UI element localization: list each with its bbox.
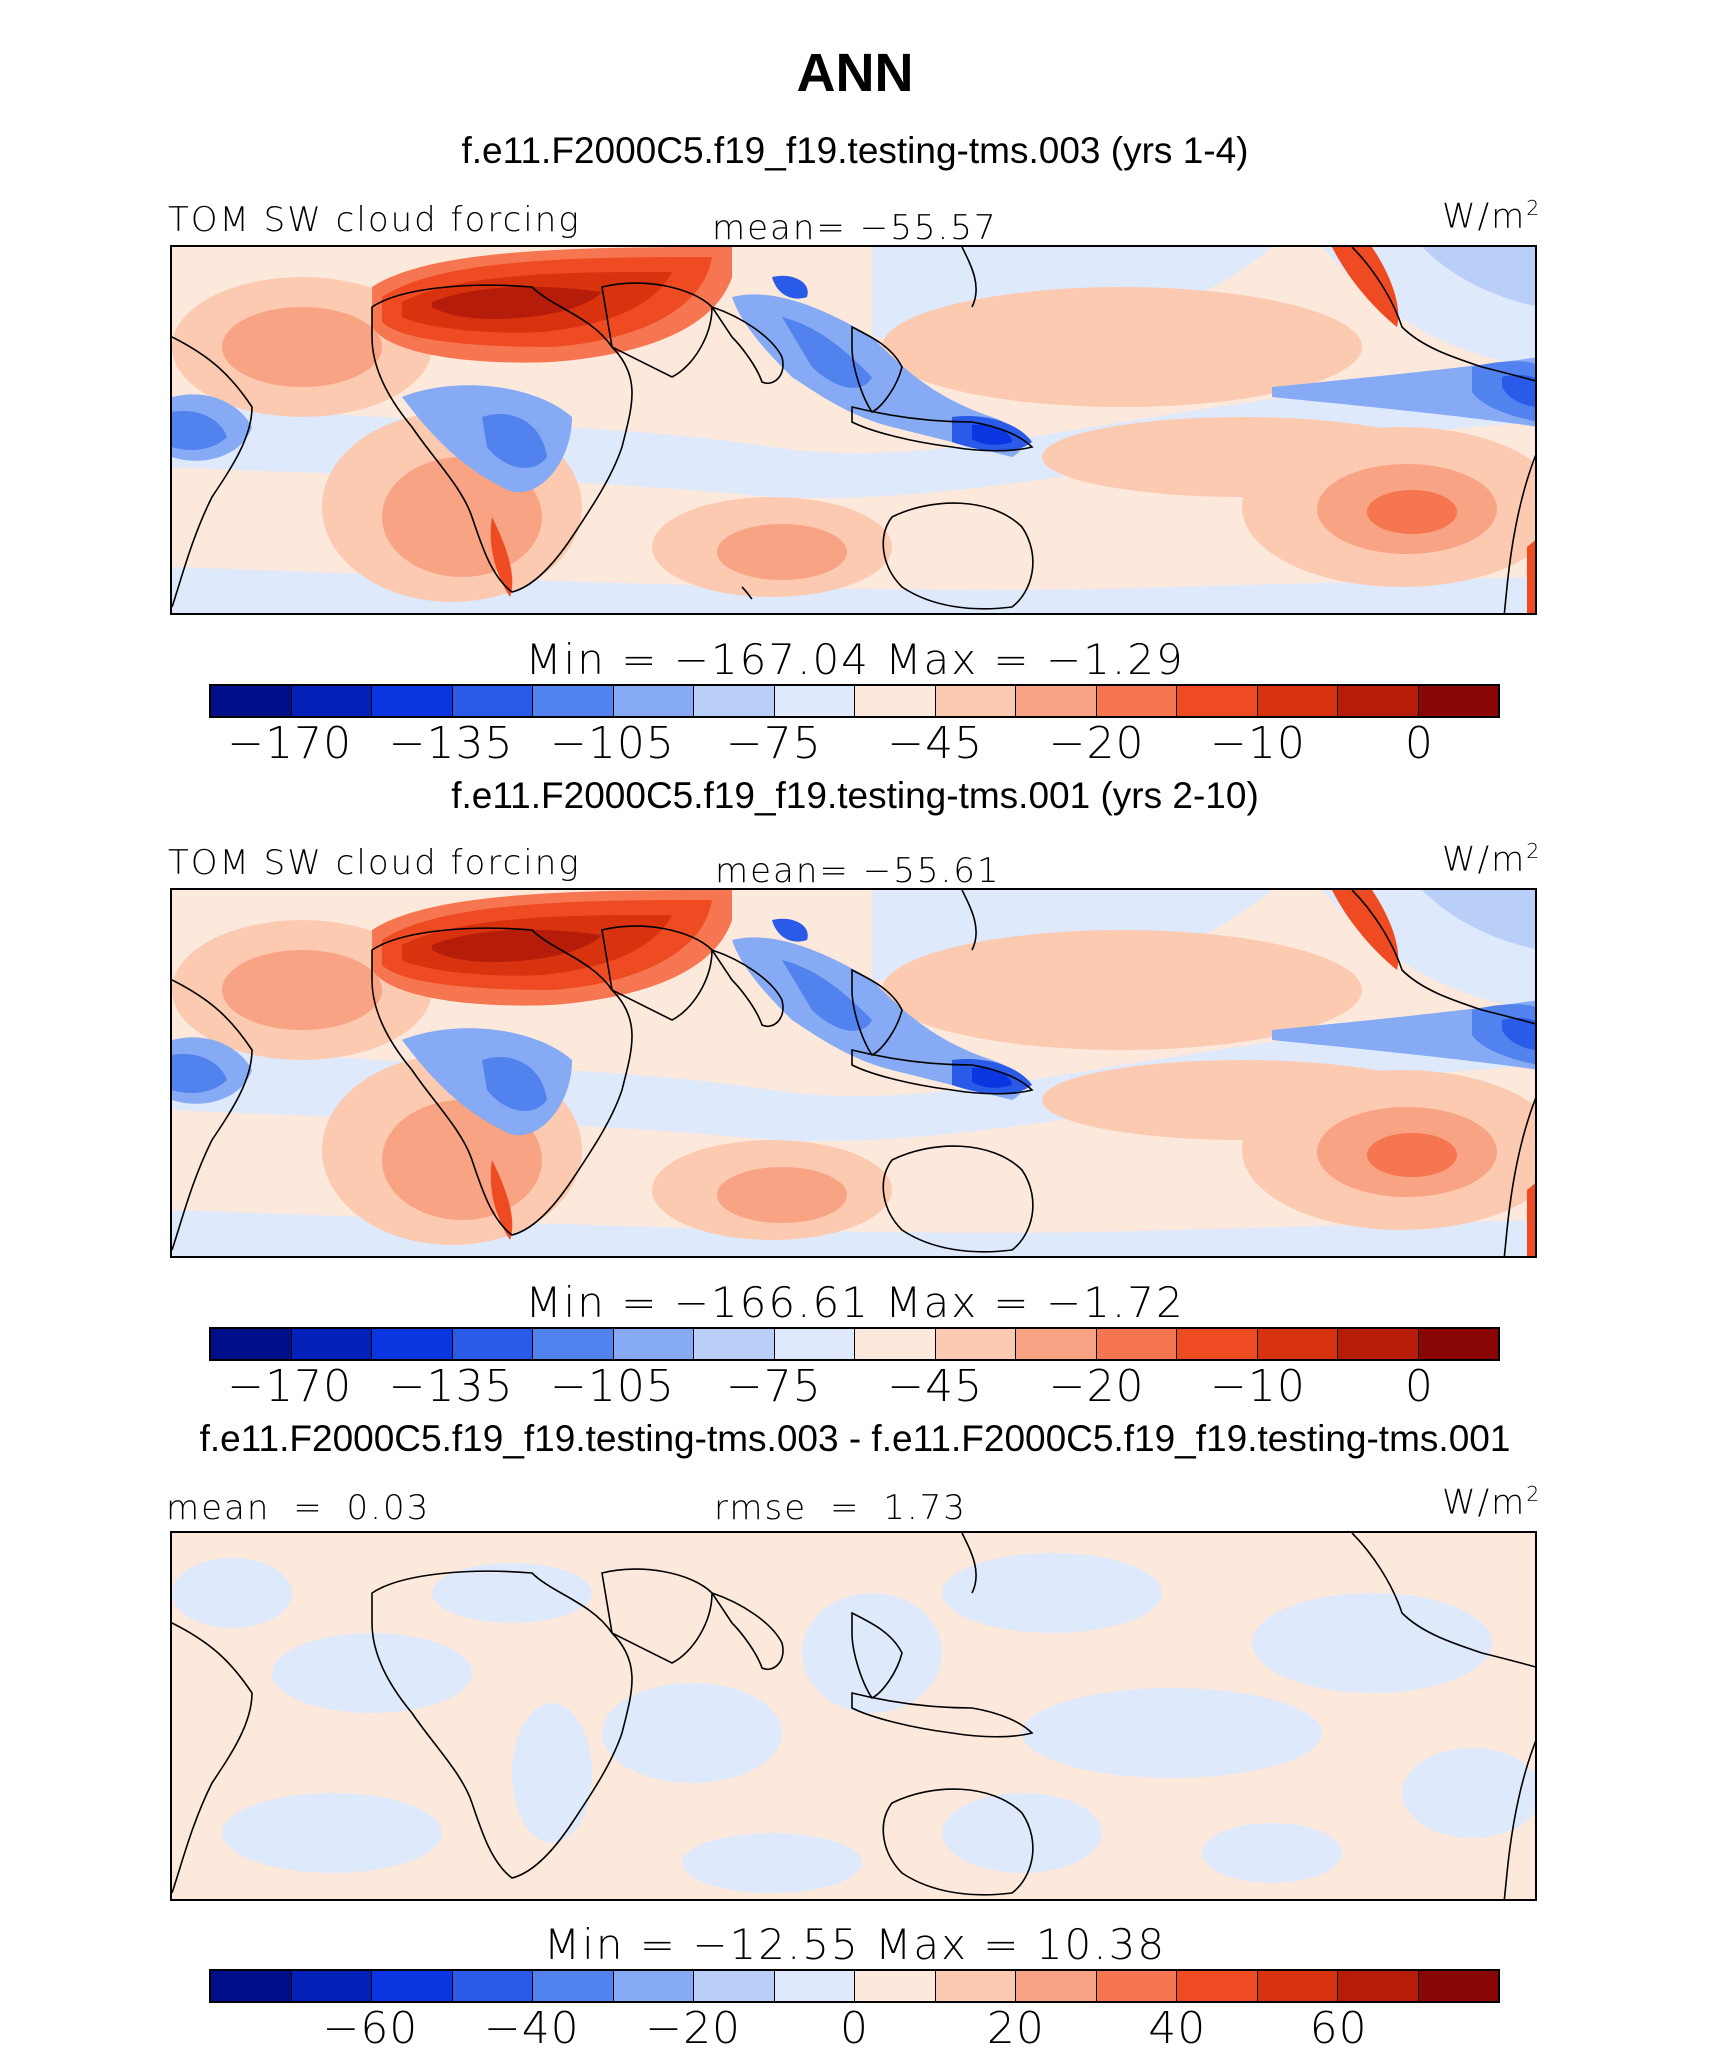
colorbar-tick-label: −40 xyxy=(483,2003,580,2054)
colorbar-tick-label: −105 xyxy=(550,1361,675,1412)
colorbar-tick-label: −60 xyxy=(322,2003,419,2054)
panel-1-colorbar-ticks: −170 −135 −105 −75 −45 −20 −10 0 xyxy=(0,718,1710,774)
colorbar-swatch xyxy=(372,686,453,716)
colorbar-swatch xyxy=(211,1329,292,1359)
colorbar-swatch xyxy=(1418,686,1498,716)
panel-2-variable-label: TOM SW cloud forcing xyxy=(168,843,581,883)
colorbar-swatch xyxy=(935,1329,1016,1359)
colorbar-swatch xyxy=(694,1971,775,2001)
colorbar-tick-label: −135 xyxy=(388,1361,514,1412)
colorbar-swatch xyxy=(1257,1329,1338,1359)
colorbar-tick-label: −105 xyxy=(550,718,675,769)
colorbar-swatch xyxy=(774,686,855,716)
colorbar-swatch xyxy=(1257,686,1338,716)
colorbar-swatch xyxy=(1257,1971,1338,2001)
panel-2-map xyxy=(170,888,1537,1258)
colorbar-swatch xyxy=(1338,686,1419,716)
colorbar-swatch xyxy=(1177,1971,1258,2001)
colorbar-swatch xyxy=(935,686,1016,716)
panel-1-variable-label: TOM SW cloud forcing xyxy=(168,200,581,240)
colorbar-tick-label: −45 xyxy=(887,1361,984,1412)
colorbar-tick-label: −75 xyxy=(725,1361,822,1412)
panel-3-mean-label: mean = 0.03 xyxy=(166,1488,431,1528)
colorbar-tick-label: −10 xyxy=(1210,1361,1306,1412)
panel-1-case-title: f.e11.F2000C5.f19_f19.testing-tms.003 (y… xyxy=(461,130,1249,171)
colorbar-swatch xyxy=(1096,686,1177,716)
colorbar-swatch xyxy=(372,1329,453,1359)
colorbar-swatch xyxy=(291,686,372,716)
colorbar-swatch xyxy=(533,686,614,716)
colorbar-tick-label: −135 xyxy=(388,718,514,769)
colorbar-swatch xyxy=(1016,1329,1097,1359)
colorbar-swatch xyxy=(452,686,533,716)
panel-2-colorbar-ticks: −170 −135 −105 −75 −45 −20 −10 0 xyxy=(0,1361,1710,1417)
panel-2-mean-label: mean= −55.61 xyxy=(715,851,1001,891)
panel-3-case-title: f.e11.F2000C5.f19_f19.testing-tms.003 - … xyxy=(199,1418,1511,1459)
panel-2-units-label: W/m2 xyxy=(1442,839,1542,880)
panel-2-case-title: f.e11.F2000C5.f19_f19.testing-tms.001 (y… xyxy=(451,775,1259,816)
panel-2-min-max: Min = −166.61 Max = −1.72 xyxy=(525,1278,1185,1327)
colorbar-tick-label: −170 xyxy=(227,718,353,769)
colorbar-swatch xyxy=(1177,686,1258,716)
colorbar-swatch xyxy=(1338,1329,1419,1359)
colorbar-tick-label: −170 xyxy=(227,1361,353,1412)
colorbar-tick-label: 0 xyxy=(1404,1361,1434,1412)
colorbar-swatch xyxy=(372,1971,453,2001)
colorbar-swatch xyxy=(1418,1971,1498,2001)
colorbar-swatch xyxy=(1096,1329,1177,1359)
colorbar-tick-label: 40 xyxy=(1148,2003,1207,2054)
colorbar-swatch xyxy=(613,686,694,716)
panel-1-field xyxy=(172,247,1535,613)
colorbar-swatch xyxy=(211,686,292,716)
panel-1-map xyxy=(170,245,1537,615)
colorbar-swatch xyxy=(211,1971,292,2001)
colorbar-tick-label: −45 xyxy=(887,718,984,769)
colorbar-swatch xyxy=(291,1971,372,2001)
colorbar-tick-label: −10 xyxy=(1210,718,1306,769)
colorbar-tick-label: 60 xyxy=(1309,2003,1368,2054)
colorbar-swatch xyxy=(855,1971,936,2001)
panel-3-colorbar xyxy=(209,1969,1500,2003)
colorbar-swatch xyxy=(291,1329,372,1359)
colorbar-swatch xyxy=(935,1971,1016,2001)
colorbar-swatch xyxy=(1096,1971,1177,2001)
colorbar-tick-label: −20 xyxy=(1048,1361,1145,1412)
colorbar-tick-label: −75 xyxy=(725,718,822,769)
panel-3-units-label: W/m2 xyxy=(1442,1482,1542,1523)
colorbar-swatch xyxy=(452,1329,533,1359)
colorbar-swatch xyxy=(452,1971,533,2001)
colorbar-swatch xyxy=(774,1329,855,1359)
panel-2-field xyxy=(172,890,1535,1256)
colorbar-swatch xyxy=(613,1329,694,1359)
colorbar-swatch xyxy=(533,1971,614,2001)
panel-1-colorbar xyxy=(209,684,1500,718)
colorbar-swatch xyxy=(694,686,775,716)
panel-3-min-max: Min = −12.55 Max = 10.38 xyxy=(543,1920,1167,1969)
colorbar-swatch xyxy=(533,1329,614,1359)
panel-3-map xyxy=(170,1531,1537,1901)
colorbar-swatch xyxy=(1177,1329,1258,1359)
colorbar-swatch xyxy=(613,1971,694,2001)
colorbar-swatch xyxy=(694,1329,775,1359)
colorbar-tick-label: −20 xyxy=(1048,718,1145,769)
colorbar-swatch xyxy=(1418,1329,1498,1359)
panel-3-colorbar-ticks: −60 −40 −20 0 20 40 60 xyxy=(0,2003,1710,2059)
panel-2-colorbar xyxy=(209,1327,1500,1361)
colorbar-swatch xyxy=(774,1971,855,2001)
panel-1-min-max: Min = −167.04 Max = −1.29 xyxy=(525,635,1185,684)
panel-3-rmse-label: rmse = 1.73 xyxy=(714,1488,967,1528)
colorbar-tick-label: 0 xyxy=(840,2003,869,2054)
figure-title: ANN xyxy=(796,43,914,103)
colorbar-swatch xyxy=(1016,1971,1097,2001)
colorbar-swatch xyxy=(1016,686,1097,716)
panel-3-field xyxy=(172,1533,1535,1899)
colorbar-tick-label: 0 xyxy=(1404,718,1434,769)
colorbar-tick-label: 20 xyxy=(986,2003,1045,2054)
colorbar-swatch xyxy=(855,1329,936,1359)
colorbar-swatch xyxy=(1338,1971,1419,2001)
colorbar-swatch xyxy=(855,686,936,716)
panel-1-mean-label: mean= −55.57 xyxy=(712,208,998,248)
colorbar-tick-label: −20 xyxy=(645,2003,742,2054)
panel-1-units-label: W/m2 xyxy=(1442,196,1542,237)
